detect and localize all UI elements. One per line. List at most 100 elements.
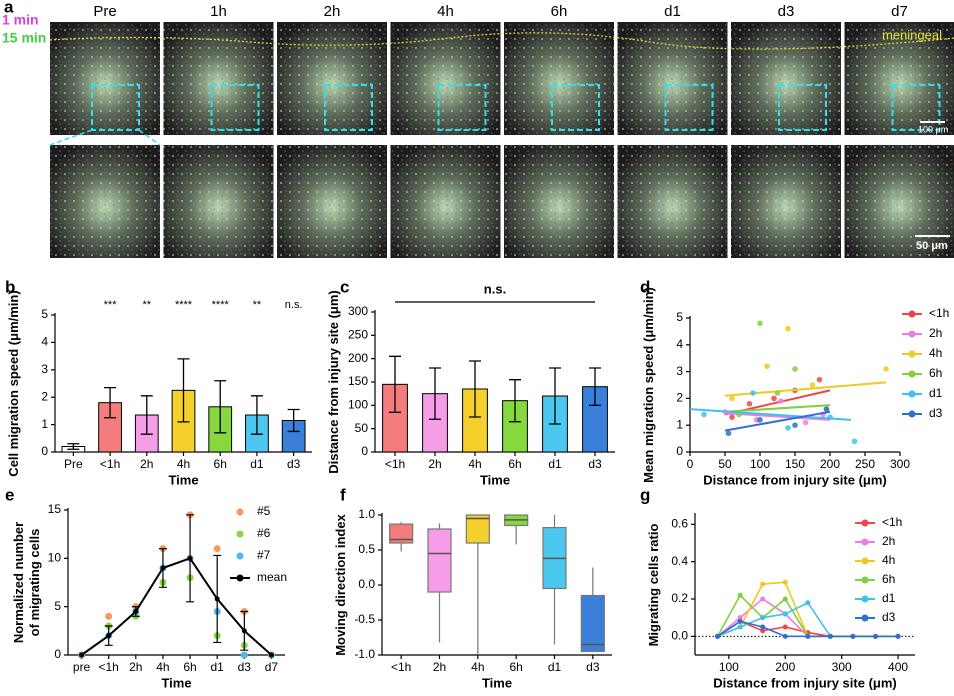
y-tick-label: 2 (41, 389, 48, 403)
y-tick-label: 0.6 (671, 517, 688, 531)
legend-label: 4h (882, 553, 895, 567)
panel-letter: g (640, 485, 650, 504)
y-tick-label: 100 (348, 398, 368, 412)
legend-marker (861, 557, 869, 565)
panel-letter: c (340, 277, 349, 296)
legend-marker (236, 508, 244, 516)
error-bar (177, 358, 190, 423)
x-tick-label: d1 (211, 660, 225, 674)
x-tick-label: 250 (855, 457, 875, 471)
roi-box (324, 84, 373, 131)
error-bar (250, 395, 263, 435)
micrograph-texture (731, 22, 841, 135)
point (778, 398, 784, 404)
error-bar (589, 367, 601, 406)
chart-line: e 0 5 10 15 pre <1h 2h 4h 6h d1 d3 d7 Time Normalized … (5, 485, 287, 690)
legend-label: d1 (929, 386, 943, 400)
bar (462, 388, 488, 453)
point (827, 633, 833, 639)
x-tick-label: 50 (718, 457, 732, 471)
y-tick-label: 200 (348, 351, 368, 365)
box (389, 523, 414, 544)
x-tick-label: 150 (785, 457, 805, 471)
x-axis-label: Time (482, 675, 512, 690)
y-tick-label: 5 (676, 310, 683, 324)
y-tick-label: 250 (348, 328, 368, 342)
point (764, 363, 770, 370)
legend-marker (236, 574, 244, 582)
error-bar (104, 386, 117, 419)
point (883, 366, 889, 372)
x-axis-label: Time (161, 675, 191, 690)
legend-marker (908, 370, 916, 378)
column-label: d3 (778, 3, 795, 20)
roi-box (551, 84, 600, 131)
significance-label: *** (104, 299, 118, 311)
x-tick-label: <1h (100, 457, 120, 471)
point (823, 406, 830, 412)
legend-label: 6h (882, 572, 895, 586)
legend-label: 2h (882, 534, 895, 548)
legend-label: #7 (257, 548, 271, 562)
y-tick-label: 0 (676, 444, 683, 458)
roi-box (664, 84, 714, 131)
legend-label: d1 (882, 591, 896, 605)
point (785, 425, 791, 431)
point (757, 320, 763, 327)
y-tick-label: 0 (41, 444, 48, 458)
x-tick-label: 0 (687, 457, 694, 471)
point (802, 419, 809, 426)
y-axis-label: Migrating cells ratio (646, 524, 661, 647)
legend-label: mean (257, 570, 287, 584)
y-tick-label: 10 (48, 551, 62, 565)
y-tick-label: 0.2 (671, 591, 688, 605)
x-tick-label: d3 (287, 457, 301, 471)
micrograph-texture (504, 22, 614, 135)
column-label: 2h (324, 3, 341, 20)
column-label: 6h (551, 3, 568, 20)
point (816, 376, 823, 383)
error-bar (429, 367, 441, 420)
micrograph-texture (390, 22, 501, 135)
x-tick-label: d3 (588, 457, 602, 471)
micrograph-texture (844, 145, 954, 258)
x-tick-label: 100 (750, 457, 770, 471)
y-axis-label: Distance from injury site (μm) (326, 290, 341, 474)
point (850, 633, 856, 639)
error-bar (287, 408, 300, 433)
point (805, 600, 811, 606)
x-tick-label: d1 (548, 457, 562, 471)
micrograph-texture (163, 22, 274, 135)
legend-marker (908, 410, 916, 418)
x-axis-label: Time (480, 472, 510, 487)
y-tick-label: 4 (41, 335, 48, 349)
y-axis-label: Normalized numberof migrating cells (11, 522, 42, 643)
x-tick-label: 2h (140, 457, 153, 471)
micrograph-texture (50, 22, 160, 135)
legend-marker (236, 552, 244, 560)
point (737, 615, 743, 621)
x-tick-label: 6h (214, 457, 227, 471)
column-label: Pre (93, 3, 116, 20)
y-axis-label: Cell migration speed (μm/min) (6, 290, 21, 476)
micrograph-texture (617, 145, 728, 258)
scale-bar-label: 50 μm (916, 240, 948, 252)
micrograph-texture (617, 22, 728, 135)
error-bar (214, 380, 227, 434)
y-tick-label: 300 (348, 304, 368, 318)
point (729, 414, 735, 420)
error-bar (186, 514, 195, 603)
column-label: 1h (210, 3, 227, 20)
column-label: 4h (437, 3, 454, 20)
point (873, 633, 879, 639)
roi-box (91, 84, 140, 131)
x-tick-label: 400 (888, 660, 908, 674)
x-axis-label: Distance from injury site (μm) (703, 472, 887, 487)
y-axis-label: Mean migration speed (μm/min) (641, 287, 656, 483)
micrograph-texture (844, 22, 954, 135)
x-axis-label: Time (168, 472, 198, 487)
legend-marker (908, 350, 916, 358)
point (792, 422, 798, 429)
point (774, 390, 781, 396)
